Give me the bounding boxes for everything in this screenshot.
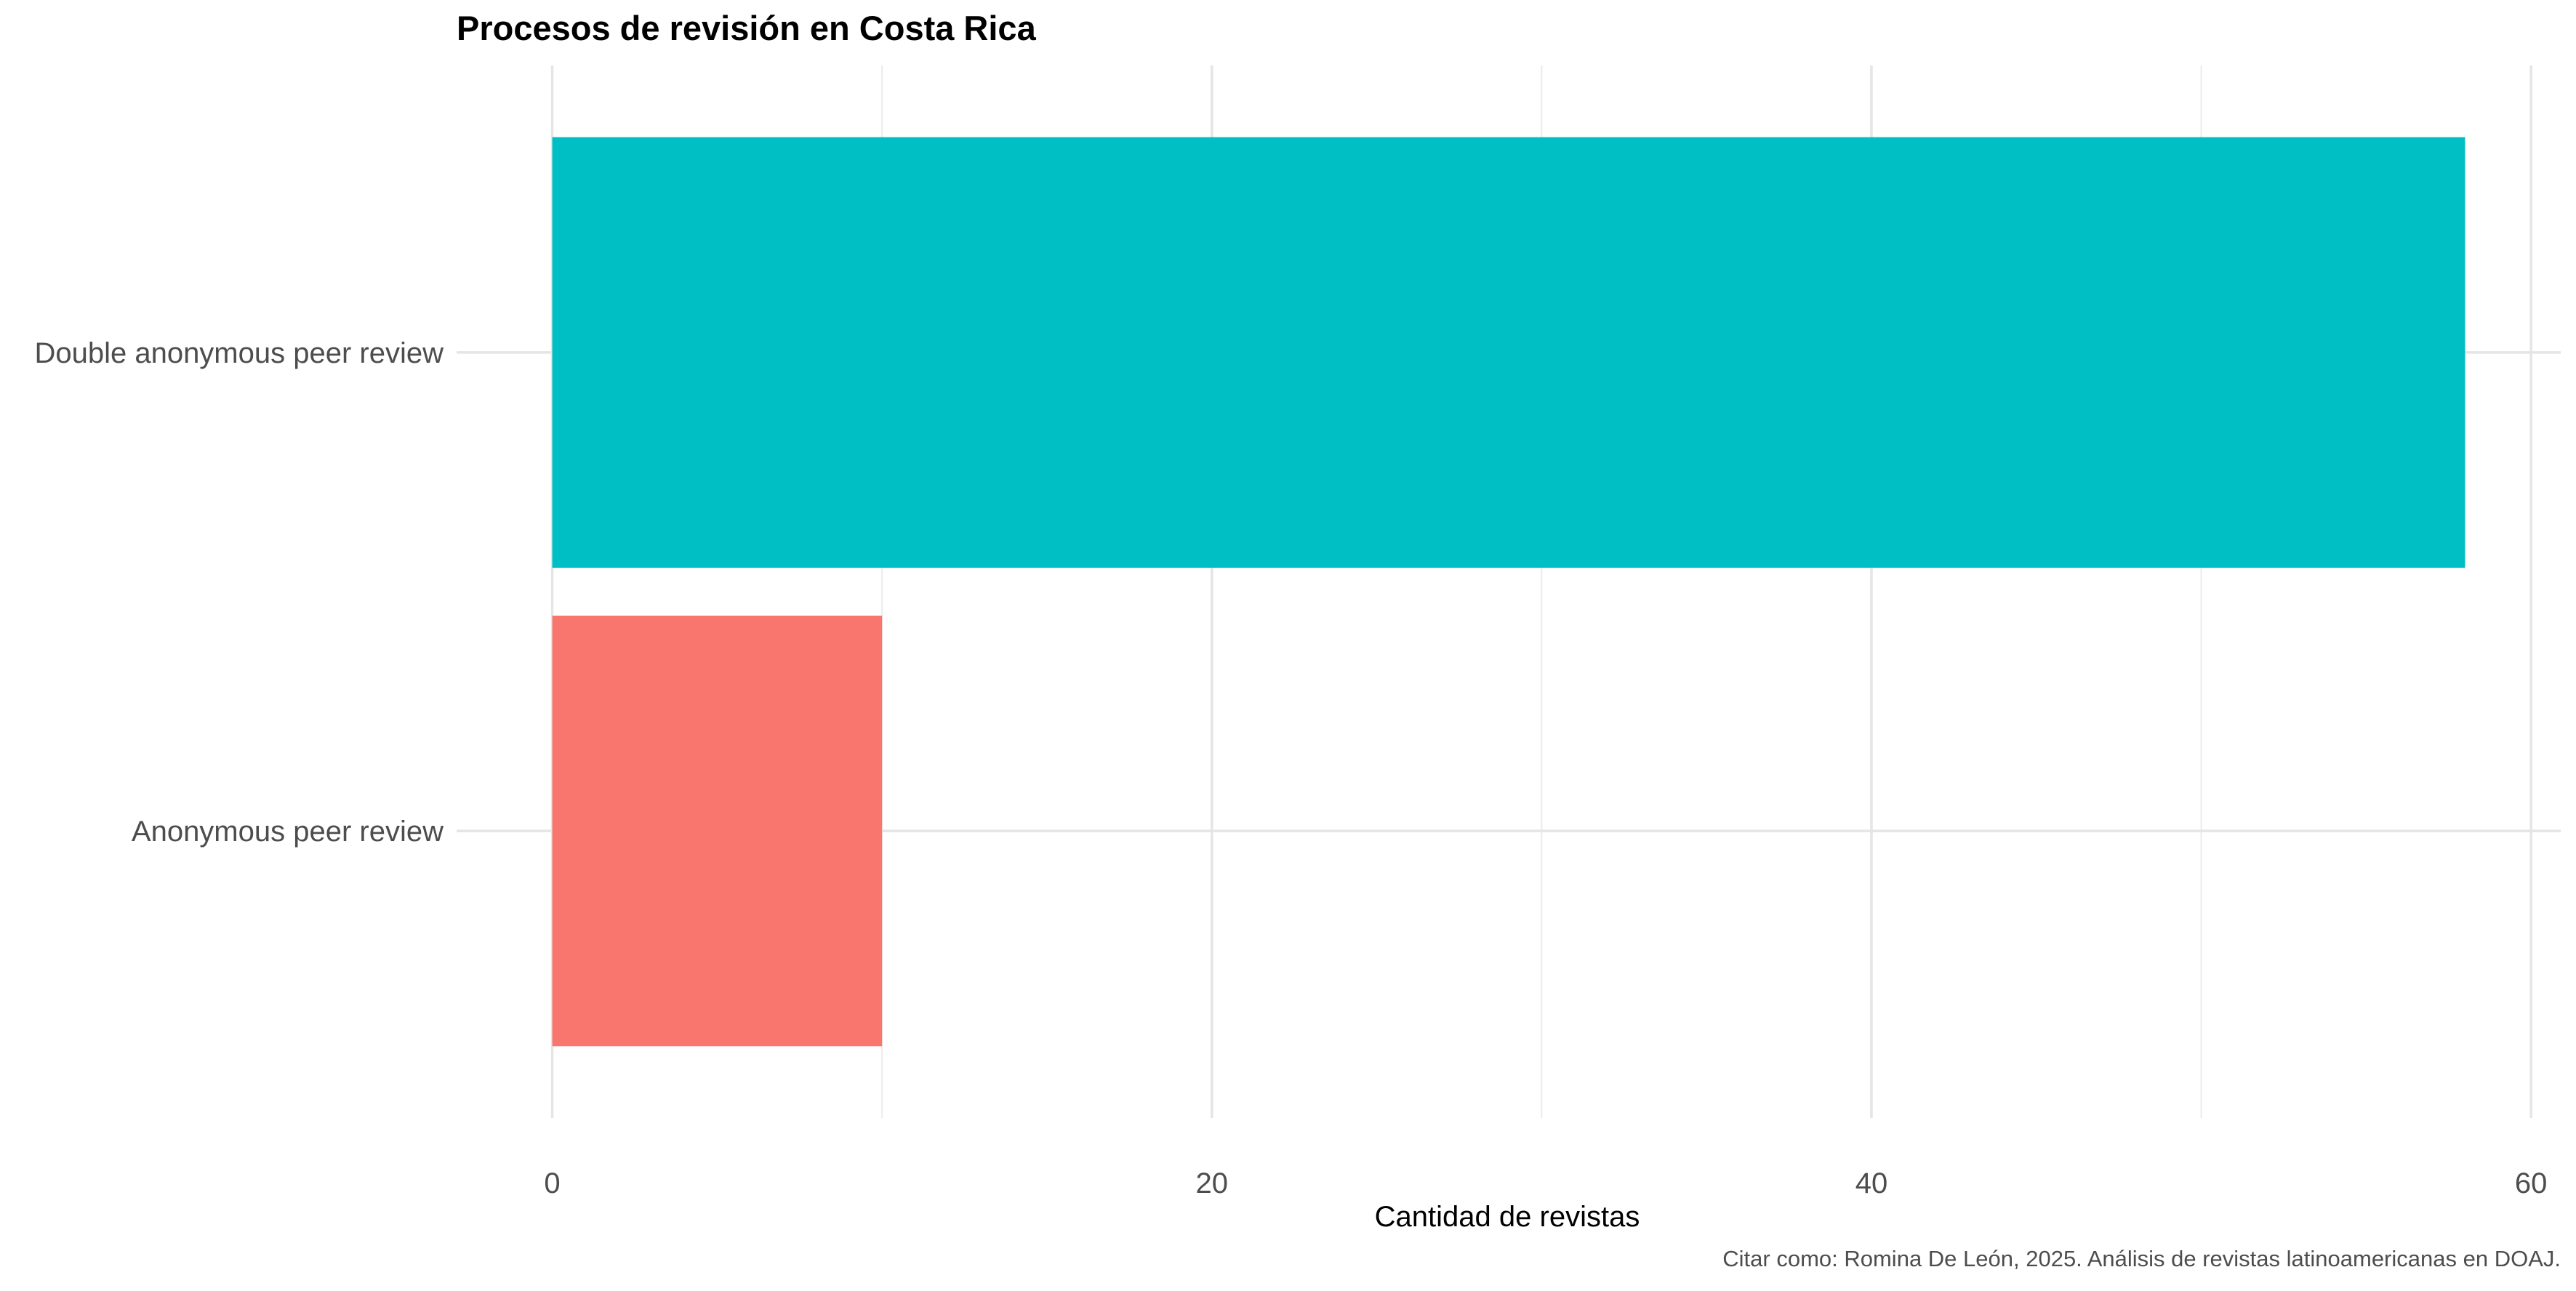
x-tick-labels: 0 20 40 60 xyxy=(544,1167,2547,1199)
y-tick-labels: Double anonymous peer review Anonymous pe… xyxy=(34,337,444,848)
x-tick-label: 0 xyxy=(544,1167,560,1199)
x-tick-label: 20 xyxy=(1196,1167,1229,1199)
chart-caption: Citar como: Romina De León, 2025. Anális… xyxy=(1722,1246,2561,1271)
chart-title: Procesos de revisión en Costa Rica xyxy=(457,9,1037,47)
y-tick-label: Double anonymous peer review xyxy=(34,337,444,369)
x-tick-label: 40 xyxy=(1855,1167,1888,1199)
bars xyxy=(552,137,2465,1047)
x-tick-label: 60 xyxy=(2515,1167,2548,1199)
x-axis-label: Cantidad de revistas xyxy=(1375,1201,1640,1233)
bar xyxy=(552,615,883,1047)
y-tick-label: Anonymous peer review xyxy=(132,816,444,848)
bar xyxy=(552,137,2465,568)
